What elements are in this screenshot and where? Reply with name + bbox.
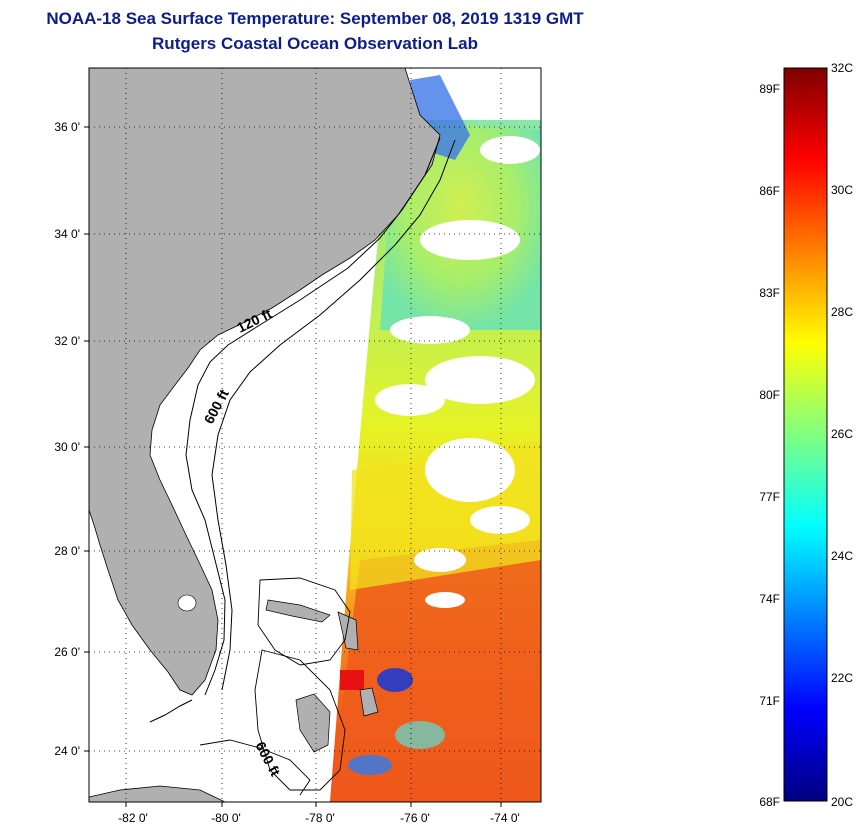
colorbar-c-label: 30C — [831, 183, 853, 197]
plot-frame — [88, 67, 542, 803]
land-bahamas-eleuthera — [359, 687, 379, 717]
lat-label: 30 0' — [54, 440, 80, 454]
colorbar-f-label: 80F — [759, 388, 780, 402]
contour-600ft — [211, 139, 456, 691]
contour-cuba — [199, 739, 311, 796]
sst-warm-region — [330, 540, 541, 802]
colorbar-c-label: 28C — [831, 305, 853, 319]
lon-label: -78 0' — [305, 811, 335, 825]
sst-hot-patch — [340, 670, 364, 690]
colorbar-c-label: 22C — [831, 671, 853, 685]
contour-bahamas — [257, 577, 351, 666]
colorbar-gradient — [783, 67, 828, 802]
land-bahamas-andros — [295, 693, 331, 753]
colorbar-f-label: 89F — [759, 82, 780, 96]
lon-label: -76 0' — [400, 811, 430, 825]
land-bahamas-grand — [265, 599, 331, 623]
sst-cold-patch — [348, 755, 392, 775]
colorbar-f-label: 74F — [759, 592, 780, 606]
contour-bahamas-south — [254, 649, 346, 791]
lat-label: 36 0' — [54, 120, 80, 134]
lat-label: 28 0' — [54, 544, 80, 558]
colorbar-f-label: 68F — [759, 795, 780, 809]
colorbar-f-label: 86F — [759, 184, 780, 198]
lat-label: 26 0' — [54, 645, 80, 659]
map-title: NOAA-18 Sea Surface Temperature: Septemb… — [46, 9, 584, 28]
colorbar-c-label: 20C — [831, 795, 853, 809]
lon-label: -80 0' — [211, 811, 241, 825]
map-subtitle: Rutgers Coastal Ocean Observation Lab — [152, 34, 478, 53]
colorbar-f-label: 71F — [759, 694, 780, 708]
colorbar-c-label: 32C — [831, 61, 853, 75]
lon-label: -74 0' — [490, 811, 520, 825]
sst-cool-patch — [395, 721, 445, 749]
lat-label: 34 0' — [54, 227, 80, 241]
land-bahamas-abaco — [337, 611, 359, 651]
colorbar-c-label: 24C — [831, 549, 853, 563]
lake-okeechobee — [177, 594, 197, 612]
contour-120ft — [185, 137, 441, 696]
colorbar-f-label: 83F — [759, 286, 780, 300]
lat-label: 32 0' — [54, 334, 80, 348]
colorbar-c-label: 26C — [831, 427, 853, 441]
lat-label: 24 0' — [54, 744, 80, 758]
lon-label: -82 0' — [118, 811, 148, 825]
land-cuba — [89, 785, 226, 802]
cloud-mask — [375, 136, 540, 608]
axis-ticks — [84, 126, 502, 807]
florida-keys — [149, 699, 193, 723]
colorbar-f-label: 77F — [759, 490, 780, 504]
sst-cold-patch — [377, 668, 413, 692]
graticule — [89, 68, 541, 802]
